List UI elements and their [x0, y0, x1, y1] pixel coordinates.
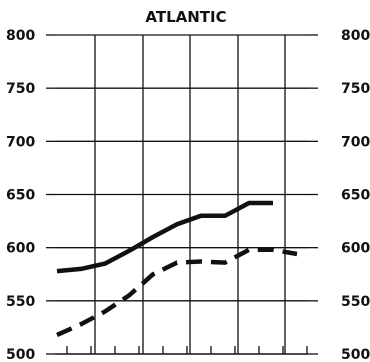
left-y-tick-label: 800 [6, 28, 35, 44]
right-y-tick-label: 600 [341, 241, 370, 257]
solid-series-line [56, 200, 273, 274]
left-y-tick-label: 500 [6, 347, 35, 362]
series-lines [56, 200, 298, 337]
left-y-tick-label: 650 [6, 188, 35, 204]
right-y-tick-label: 550 [341, 294, 370, 310]
right-y-tick-label: 750 [341, 81, 370, 97]
right-y-tick-labels: 500 550 600 650 700 750 800 [341, 28, 370, 362]
left-y-tick-label: 550 [6, 294, 35, 310]
left-y-tick-label: 600 [6, 241, 35, 257]
right-y-tick-label: 500 [341, 347, 370, 362]
left-y-tick-labels: 500 550 600 650 700 750 800 [6, 28, 35, 362]
bottom-minor-ticks [66, 346, 308, 354]
left-y-tick-label: 700 [6, 134, 35, 150]
dashed-series-line [56, 247, 298, 337]
right-y-tick-label: 800 [341, 28, 370, 44]
right-y-tick-label: 700 [341, 134, 370, 150]
left-y-tick-label: 750 [6, 81, 35, 97]
horizontal-gridlines [46, 34, 318, 355]
chart-title: ATLANTIC [145, 8, 226, 26]
right-y-tick-label: 650 [341, 188, 370, 204]
